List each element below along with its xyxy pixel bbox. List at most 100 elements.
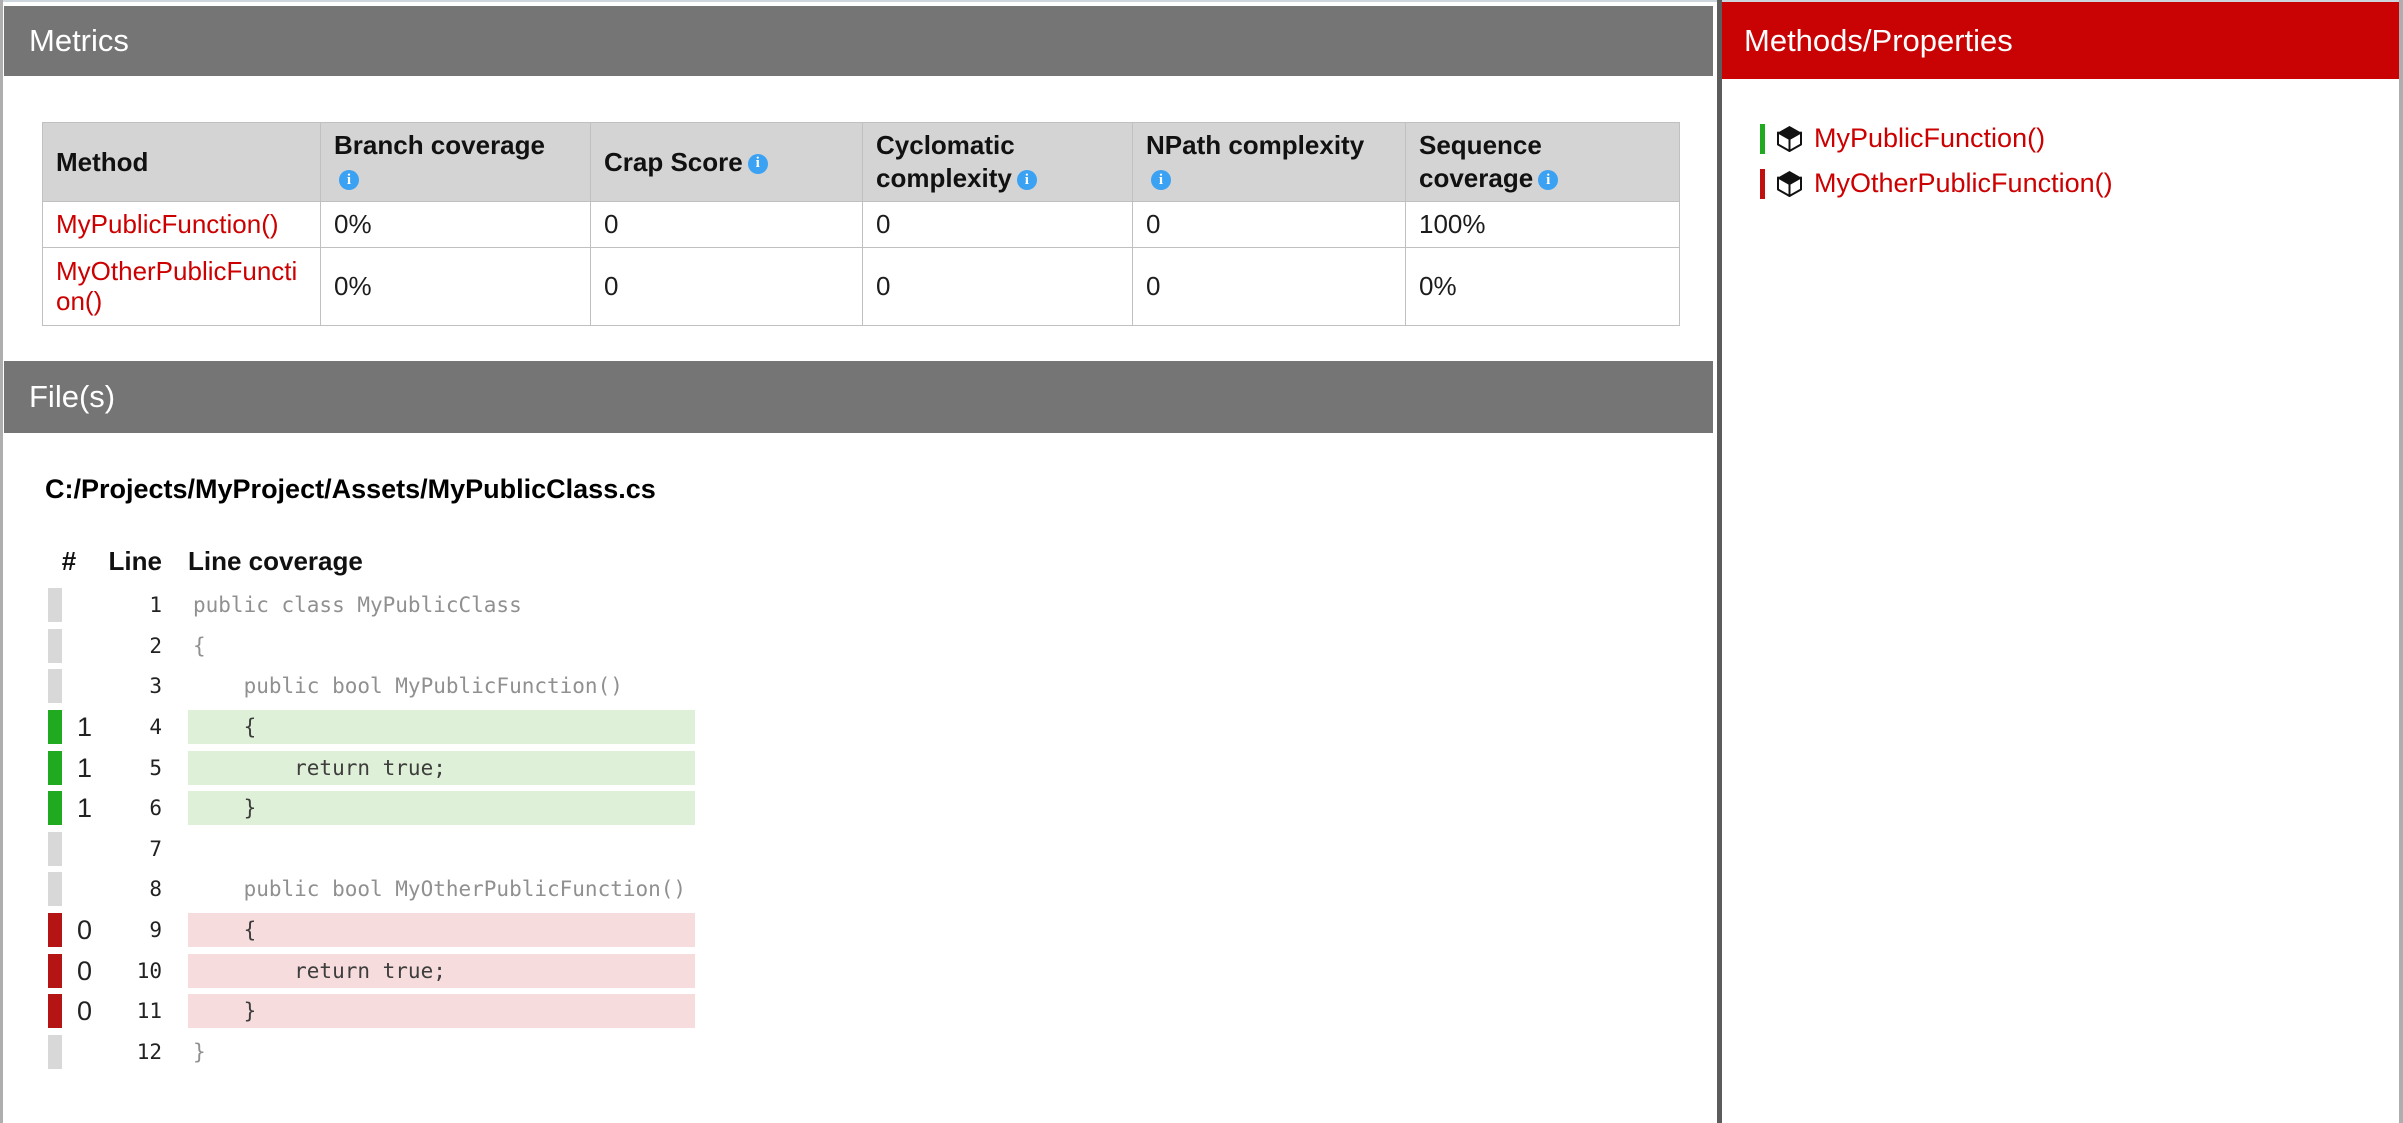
method-link-label: MyOtherPublicFunction() (1814, 168, 2113, 199)
code-text: return true; (188, 756, 446, 780)
code-header-hash: # (48, 546, 90, 577)
code-row: 1 public class MyPublicClass (48, 585, 695, 626)
code-row: 2 { (48, 626, 695, 667)
line-number: 4 (112, 715, 162, 739)
coverage-indicator-bar (48, 629, 62, 663)
code-table-header: # Line Line coverage (48, 546, 363, 577)
line-coverage-band: public bool MyOtherPublicFunction() (188, 872, 695, 906)
line-coverage-band: public bool MyPublicFunction() (188, 669, 695, 703)
code-row: 8 public bool MyOtherPublicFunction() (48, 869, 695, 910)
metrics-table-row: MyPublicFunction() 0% 0 0 0 100% (43, 202, 1680, 248)
code-text: public bool MyOtherPublicFunction() (188, 877, 686, 901)
methods-properties-title: Methods/Properties (1744, 23, 2013, 58)
line-number: 6 (112, 796, 162, 820)
code-text: public bool MyPublicFunction() (188, 674, 623, 698)
coverage-indicator-bar (48, 913, 62, 947)
line-number: 12 (112, 1040, 162, 1064)
column-header-sequence-coverage: Sequence coveragei (1406, 123, 1680, 202)
line-number: 1 (112, 593, 162, 617)
code-row: 1 4 { (48, 707, 695, 748)
info-icon[interactable]: i (1017, 170, 1037, 190)
line-coverage-band: { (188, 629, 695, 663)
methods-properties-list: MyPublicFunction() MyOtherPublicFunction… (1760, 116, 2113, 206)
cube-icon (1777, 170, 1802, 197)
metric-value-cyclomatic-complexity: 0 (863, 202, 1133, 248)
code-text: return true; (188, 959, 446, 983)
metric-value-crap-score: 0 (591, 202, 863, 248)
metrics-section-header: Metrics (4, 6, 1713, 76)
coverage-indicator-bar (48, 588, 62, 622)
line-coverage-band: } (188, 1035, 695, 1069)
coverage-indicator-bar (48, 1035, 62, 1069)
info-icon[interactable]: i (1151, 170, 1171, 190)
code-row: 0 10 return true; (48, 950, 695, 991)
metrics-table-row: MyOtherPublicFunction() 0% 0 0 0 0% (43, 248, 1680, 326)
coverage-indicator-bar (48, 832, 62, 866)
info-icon[interactable]: i (339, 170, 359, 190)
methods-properties-header: Methods/Properties (1722, 2, 2399, 79)
line-number: 7 (112, 837, 162, 861)
method-list-item[interactable]: MyOtherPublicFunction() (1760, 161, 2113, 206)
column-header-method: Method (43, 123, 321, 202)
line-number: 5 (112, 756, 162, 780)
cube-icon (1777, 125, 1802, 152)
method-cell: MyPublicFunction() (43, 202, 321, 248)
code-text: } (188, 999, 256, 1023)
method-link[interactable]: MyOtherPublicFunction() (56, 256, 307, 316)
method-list-item[interactable]: MyPublicFunction() (1760, 116, 2113, 161)
coverage-indicator-bar (48, 994, 62, 1028)
line-coverage-band (188, 832, 695, 866)
metrics-table: Method Branch coverage i Crap Scorei Cyc… (42, 122, 1680, 326)
metrics-section-title: Metrics (29, 23, 129, 58)
method-link-label: MyPublicFunction() (1814, 123, 2045, 154)
info-icon[interactable]: i (1538, 170, 1558, 190)
line-number: 2 (112, 634, 162, 658)
method-link[interactable]: MyPublicFunction() (56, 209, 279, 239)
line-number: 9 (112, 918, 162, 942)
files-section-header: File(s) (4, 361, 1713, 433)
column-header-npath-complexity: NPath complexity i (1133, 123, 1406, 202)
metrics-table-header-row: Method Branch coverage i Crap Scorei Cyc… (43, 123, 1680, 202)
code-row: 7 (48, 829, 695, 870)
line-number: 11 (112, 999, 162, 1023)
visit-count: 0 (62, 954, 112, 988)
line-coverage-band: } (188, 994, 695, 1028)
line-coverage-band: { (188, 710, 695, 744)
code-header-line-coverage: Line coverage (188, 546, 363, 577)
visit-count: 1 (62, 710, 112, 744)
visit-count: 1 (62, 791, 112, 825)
info-icon[interactable]: i (748, 154, 768, 174)
method-coverage-bar (1760, 124, 1765, 154)
line-number: 8 (112, 877, 162, 901)
metric-value-npath-complexity: 0 (1133, 202, 1406, 248)
code-header-line: Line (90, 546, 162, 577)
code-text: { (188, 918, 256, 942)
coverage-indicator-bar (48, 791, 62, 825)
window-edge-left (0, 0, 3, 1123)
code-row: 3 public bool MyPublicFunction() (48, 666, 695, 707)
code-row: 12 } (48, 1032, 695, 1073)
line-number: 10 (112, 959, 162, 983)
column-header-crap-score: Crap Scorei (591, 123, 863, 202)
line-coverage-band: } (188, 791, 695, 825)
line-coverage-band: return true; (188, 751, 695, 785)
coverage-indicator-bar (48, 751, 62, 785)
method-cell: MyOtherPublicFunction() (43, 248, 321, 326)
metric-value-branch-coverage: 0% (321, 248, 591, 326)
coverage-indicator-bar (48, 872, 62, 906)
content-sidebar-divider (1717, 0, 1722, 1123)
metric-value-crap-score: 0 (591, 248, 863, 326)
coverage-indicator-bar (48, 669, 62, 703)
window-edge-right (2399, 0, 2403, 1123)
metric-value-branch-coverage: 0% (321, 202, 591, 248)
code-row: 0 11 } (48, 991, 695, 1032)
coverage-indicator-bar (48, 710, 62, 744)
visit-count: 0 (62, 994, 112, 1028)
code-row: 1 6 } (48, 788, 695, 829)
line-coverage-band: return true; (188, 954, 695, 988)
code-text: { (188, 715, 256, 739)
column-header-cyclomatic-complexity: Cyclomatic complexityi (863, 123, 1133, 202)
coverage-indicator-bar (48, 954, 62, 988)
code-text: public class MyPublicClass (188, 593, 522, 617)
method-coverage-bar (1760, 169, 1765, 199)
